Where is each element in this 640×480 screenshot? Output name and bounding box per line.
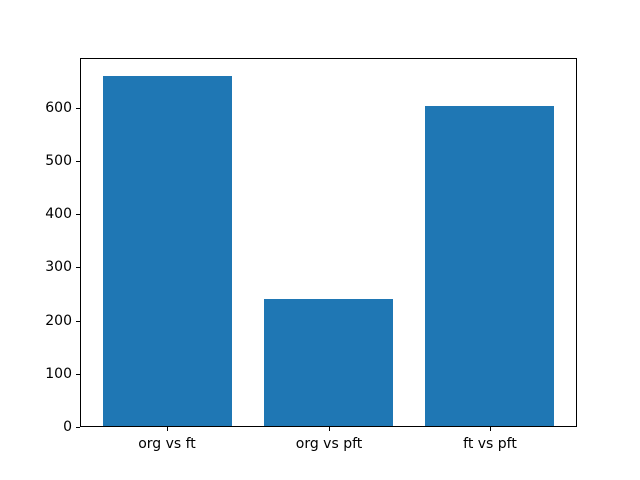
bar-org-vs-ft bbox=[103, 76, 232, 426]
y-axis-tick bbox=[76, 374, 80, 375]
x-axis-tick bbox=[490, 427, 491, 431]
y-tick-label: 200 bbox=[45, 313, 72, 329]
x-axis-tick bbox=[329, 427, 330, 431]
x-tick-label: ft vs pft bbox=[463, 436, 517, 452]
y-tick-label: 100 bbox=[45, 366, 72, 382]
y-tick-label: 400 bbox=[45, 206, 72, 222]
x-axis-tick bbox=[167, 427, 168, 431]
bar-ft-vs-pft bbox=[425, 106, 554, 426]
bar-org-vs-pft bbox=[264, 299, 393, 426]
y-tick-label: 500 bbox=[45, 153, 72, 169]
y-axis-tick bbox=[76, 108, 80, 109]
y-tick-label: 600 bbox=[45, 100, 72, 116]
y-tick-label: 0 bbox=[63, 419, 72, 435]
y-axis-tick bbox=[76, 267, 80, 268]
y-axis-tick bbox=[76, 214, 80, 215]
y-axis-tick bbox=[76, 161, 80, 162]
y-tick-label: 300 bbox=[45, 259, 72, 275]
y-axis-tick bbox=[76, 427, 80, 428]
x-tick-label: org vs ft bbox=[138, 436, 196, 452]
x-tick-label: org vs pft bbox=[295, 436, 363, 452]
y-axis-tick bbox=[76, 321, 80, 322]
